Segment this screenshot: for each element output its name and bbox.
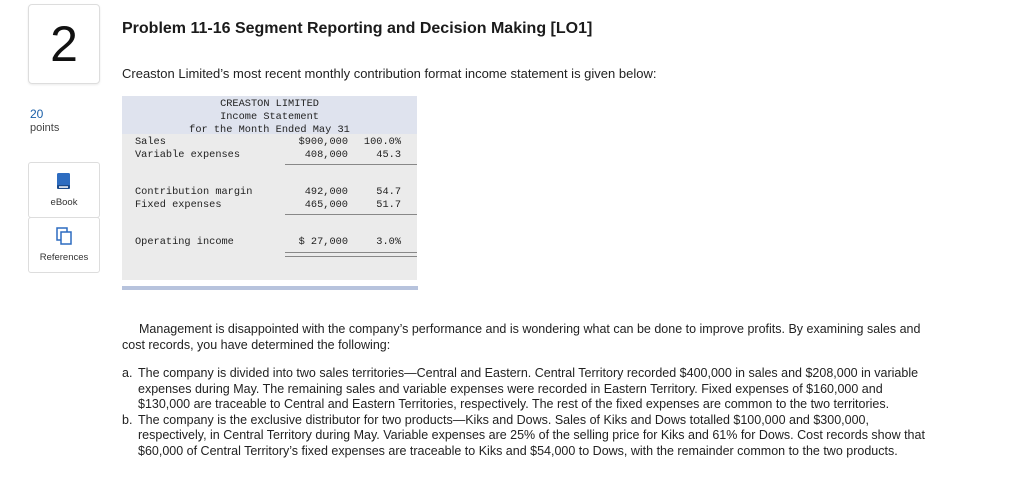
points-value: 20 [30, 107, 44, 121]
statement-name: Income Statement [220, 111, 319, 123]
references-button[interactable]: References [28, 217, 100, 273]
row-label: Fixed expenses [135, 199, 222, 211]
ebook-button[interactable]: eBook [28, 162, 100, 218]
analysis-list: a. The company is divided into two sales… [122, 366, 932, 460]
statement-company: CREASTON LIMITED [220, 98, 319, 110]
row-percent: 54.7 [376, 186, 401, 198]
divider [285, 252, 417, 253]
row-label: Sales [135, 136, 166, 148]
row-percent: 100.0% [363, 136, 401, 148]
item-marker: b. [122, 412, 133, 427]
points-label: points [30, 122, 60, 134]
references-label: References [39, 252, 89, 263]
row-amount: 492,000 [304, 186, 348, 198]
row-percent: 3.0% [376, 236, 401, 248]
documents-icon [56, 227, 72, 248]
problem-title: Problem 11-16 Segment Reporting and Deci… [122, 20, 593, 37]
statement-period: for the Month Ended May 31 [189, 124, 350, 136]
analysis-intro: Management is disappointed with the comp… [122, 322, 921, 352]
problem-intro: Creaston Limited’s most recent monthly c… [122, 66, 657, 81]
row-amount: $ 27,000 [298, 236, 348, 248]
item-marker: a. [122, 366, 133, 380]
row-percent: 51.7 [376, 199, 401, 211]
statement-header [122, 96, 417, 134]
divider [285, 214, 417, 215]
row-amount: 465,000 [304, 199, 348, 211]
ebook-label: eBook [50, 197, 78, 208]
row-label: Variable expenses [135, 149, 241, 161]
row-label: Operating income [135, 236, 234, 248]
item-text: The company is divided into two sales te… [138, 366, 919, 412]
list-item: b. The company is the exclusive distribu… [122, 413, 932, 460]
income-statement: CREASTON LIMITED Income Statement for th… [122, 96, 417, 280]
list-item: a. The company is divided into two sales… [122, 366, 932, 413]
row-amount: $900,000 [298, 136, 348, 148]
divider [285, 256, 417, 257]
row-label: Contribution margin [135, 186, 253, 198]
book-icon [56, 172, 72, 193]
row-percent: 45.3 [376, 149, 401, 161]
statement-bottom-bar [122, 286, 418, 290]
divider [285, 164, 417, 165]
row-amount: 408,000 [304, 149, 348, 161]
question-number: 2 [28, 4, 100, 84]
item-text: The company is the exclusive distributor… [138, 412, 925, 458]
